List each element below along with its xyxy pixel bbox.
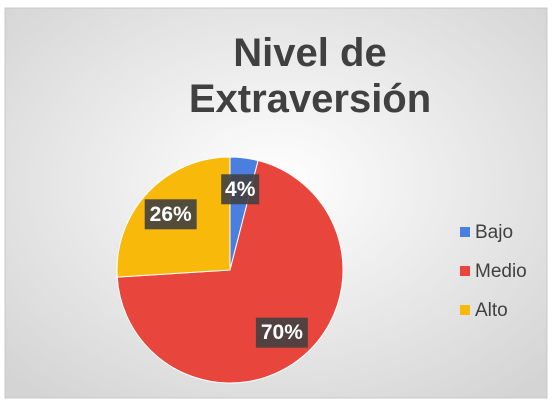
legend-swatch <box>460 305 470 315</box>
legend-swatch <box>460 227 470 237</box>
chart-title: Nivel de Extraversión <box>188 31 432 121</box>
data-label-box <box>144 199 197 230</box>
data-label: 4% <box>225 178 256 201</box>
data-label: 26% <box>150 203 192 226</box>
data-label-box <box>221 174 260 205</box>
legend-label: Alto <box>475 300 508 321</box>
legend-swatch <box>460 266 470 276</box>
legend-label: Bajo <box>475 222 513 243</box>
data-label: 70% <box>261 321 303 344</box>
legend-label: Medio <box>475 261 527 282</box>
data-label-box <box>255 317 308 348</box>
